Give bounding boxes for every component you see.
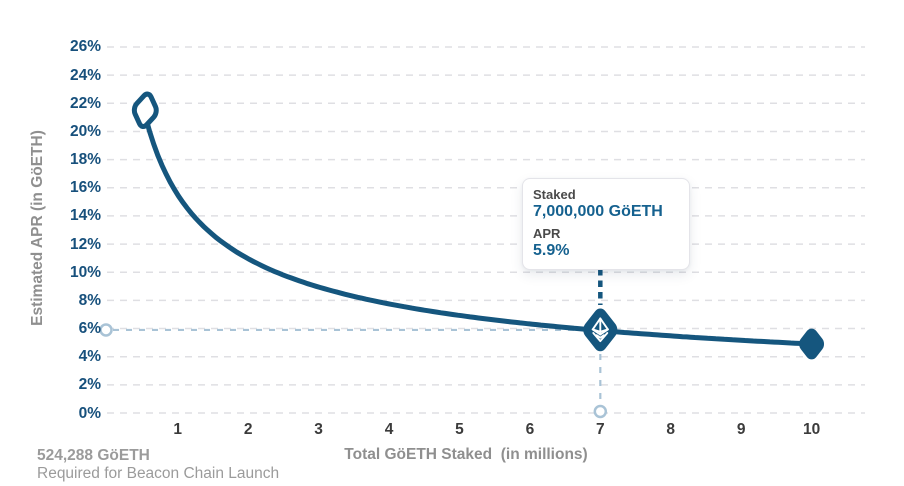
filled-diamond-shape bbox=[799, 328, 825, 361]
y-tick-label: 2% bbox=[78, 376, 101, 394]
y-tick-label: 20% bbox=[69, 122, 101, 140]
y-tick-label: 4% bbox=[78, 348, 101, 366]
tooltip-staked-label: Staked bbox=[533, 187, 576, 202]
hollow-diamond-outline bbox=[132, 91, 158, 130]
y-tick-label: 26% bbox=[69, 38, 101, 56]
x-tick-label: 5 bbox=[455, 421, 464, 438]
x-tick-label: 1 bbox=[173, 421, 183, 438]
y-tick-label: 16% bbox=[69, 179, 101, 197]
tooltip-apr-value: 5.9% bbox=[533, 242, 570, 259]
tooltip: Staked 7,000,000 GöETH APR 5.9% bbox=[522, 178, 690, 270]
x-axis-title: Total GöETH Staked (in millions) bbox=[344, 446, 588, 463]
launch-requirement-description: Required for Beacon Chain Launch bbox=[37, 465, 280, 482]
x-tick-label: 2 bbox=[243, 421, 253, 438]
y-tick-label: 14% bbox=[69, 207, 101, 225]
y-tick-label: 8% bbox=[78, 291, 101, 309]
apr-curve[interactable] bbox=[142, 113, 815, 347]
y-tick-label: 24% bbox=[69, 66, 101, 84]
x-tick-label: 6 bbox=[525, 421, 535, 438]
tooltip-staked-value: 7,000,000 GöETH bbox=[533, 203, 663, 220]
filled-diamond-marker[interactable] bbox=[799, 328, 825, 361]
x-tick-label: 3 bbox=[314, 421, 323, 438]
y-tick-label: 22% bbox=[69, 94, 101, 112]
hollow-diamond-shape bbox=[129, 89, 161, 132]
x-tick-label: 8 bbox=[666, 421, 676, 438]
x-tick-label: 9 bbox=[736, 421, 746, 438]
y-tick-label: 10% bbox=[69, 263, 101, 281]
eth-logo-diamond-marker[interactable] bbox=[582, 306, 619, 353]
hollow-diamond-marker[interactable] bbox=[129, 89, 161, 132]
y-tick-label: 12% bbox=[69, 235, 101, 253]
y-tick-label: 18% bbox=[69, 151, 101, 169]
y-axis-title: Estimated APR (in GöETH) bbox=[29, 130, 46, 326]
x-tick-label: 10 bbox=[802, 421, 821, 438]
eth-logo-icon bbox=[591, 317, 609, 343]
launch-requirement-note: 524,288 GöETH Required for Beacon Chain … bbox=[37, 447, 279, 482]
x-tick-label: 7 bbox=[595, 421, 605, 438]
apr-guide-origin-circle bbox=[99, 323, 113, 337]
stake-guide-origin-circle bbox=[593, 404, 608, 419]
y-tick-label: 6% bbox=[78, 320, 101, 338]
tooltip-apr-label: APR bbox=[533, 226, 561, 241]
launch-requirement-value: 524,288 GöETH bbox=[37, 447, 150, 464]
x-tick-label: 4 bbox=[384, 421, 394, 438]
y-tick-label: 0% bbox=[78, 404, 101, 422]
